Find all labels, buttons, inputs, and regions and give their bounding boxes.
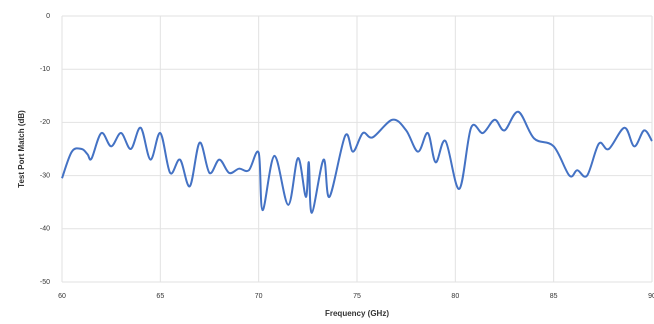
x-tick-label: 90: [648, 293, 654, 300]
y-tick-label: 0: [46, 13, 50, 20]
y-tick-label: -10: [40, 66, 50, 73]
x-tick-label: 75: [353, 293, 361, 300]
y-tick-label: -40: [40, 226, 50, 233]
x-tick-label: 85: [550, 293, 558, 300]
x-tick-label: 65: [156, 293, 164, 300]
x-tick-label: 80: [451, 293, 459, 300]
x-tick-label: 70: [255, 293, 263, 300]
x-axis-title: Frequency (GHz): [325, 309, 389, 318]
data-line: [61, 110, 653, 214]
y-tick-label: -20: [40, 119, 50, 126]
x-tick-label: 60: [58, 293, 66, 300]
y-tick-label: -50: [40, 279, 50, 286]
y-tick-label: -30: [40, 172, 50, 179]
y-axis-title: Test Port Match (dB): [17, 110, 26, 188]
